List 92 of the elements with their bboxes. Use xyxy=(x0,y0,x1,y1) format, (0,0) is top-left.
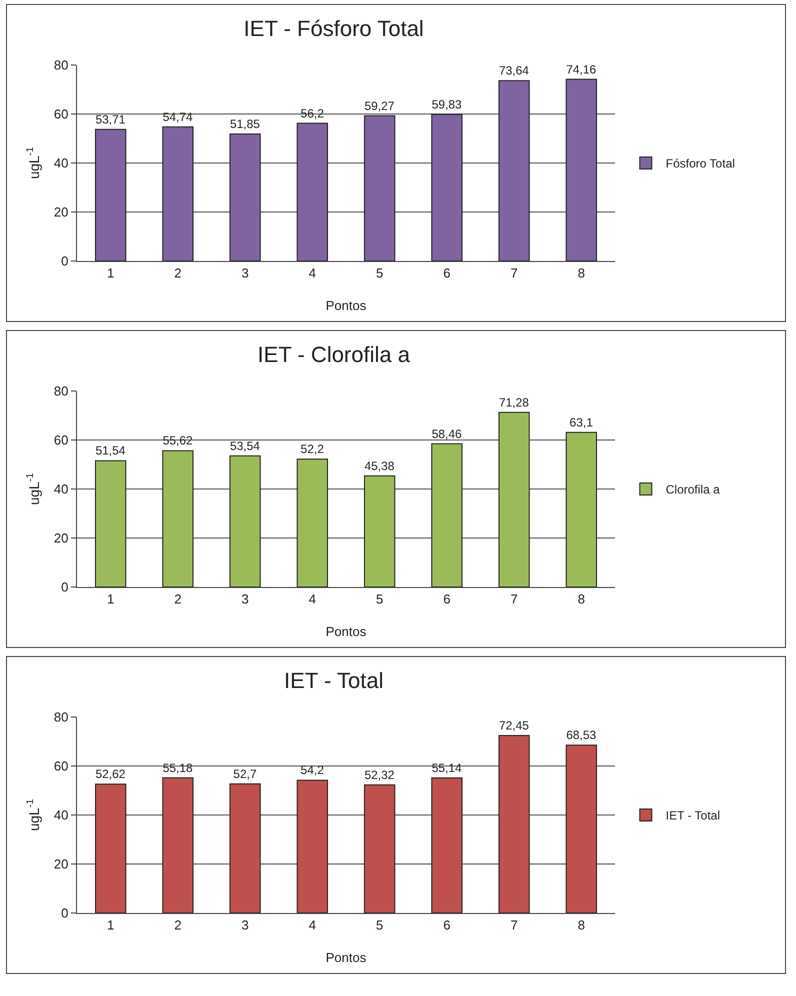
bar xyxy=(364,475,396,587)
bar xyxy=(431,777,463,913)
data-label: 58,46 xyxy=(432,426,462,441)
bar xyxy=(566,744,598,913)
data-label: 71,28 xyxy=(499,395,530,410)
x-tick-label: 5 xyxy=(376,918,384,933)
bar xyxy=(296,122,328,261)
x-tick-label: 3 xyxy=(242,918,249,933)
x-tick-label: 5 xyxy=(376,266,384,281)
bar xyxy=(162,777,194,913)
y-tick-label: 80 xyxy=(54,710,68,725)
x-axis-title: Pontos xyxy=(326,624,367,639)
x-tick-label: 2 xyxy=(174,592,182,607)
data-label: 52,32 xyxy=(364,768,395,782)
bar xyxy=(229,783,261,913)
data-label: 53,71 xyxy=(96,112,126,126)
data-label: 63,1 xyxy=(570,415,594,430)
bar xyxy=(566,78,598,261)
bar xyxy=(296,458,328,587)
x-tick-label: 7 xyxy=(510,266,518,281)
bar xyxy=(566,432,598,587)
y-tick-label: 40 xyxy=(54,482,68,497)
data-label: 54,2 xyxy=(300,763,324,778)
data-label: 59,27 xyxy=(364,98,395,113)
legend-label: Fósforo Total xyxy=(666,156,735,171)
y-tick-label: 0 xyxy=(61,906,68,921)
bar xyxy=(94,460,126,587)
x-tick-label: 8 xyxy=(578,918,585,933)
x-tick-label: 4 xyxy=(308,266,316,281)
y-tick-label: 20 xyxy=(54,204,68,220)
y-tick-label: 80 xyxy=(54,384,68,399)
legend-label: Clorofila a xyxy=(666,482,720,497)
bar xyxy=(498,80,530,261)
data-label: 59,83 xyxy=(432,97,462,112)
data-label: 52,62 xyxy=(96,767,126,782)
bar xyxy=(162,450,194,587)
x-tick-label: 8 xyxy=(578,592,585,607)
y-tick-label: 60 xyxy=(54,432,68,448)
y-tick-label: 60 xyxy=(54,106,68,122)
legend-label: IET - Total xyxy=(666,808,720,823)
y-tick-label: 80 xyxy=(54,58,68,73)
bar xyxy=(94,128,126,261)
bar xyxy=(364,784,396,913)
bar xyxy=(94,784,126,913)
x-tick-label: 7 xyxy=(510,918,518,933)
x-tick-label: 4 xyxy=(308,592,316,607)
x-tick-label: 3 xyxy=(242,266,249,281)
data-label: 73,64 xyxy=(499,64,530,78)
bar xyxy=(364,115,396,261)
chart-title: IET - Clorofila a xyxy=(258,342,411,368)
data-label: 54,74 xyxy=(162,110,194,124)
x-tick-label: 1 xyxy=(107,266,114,281)
x-axis-title: Pontos xyxy=(326,950,367,965)
bar xyxy=(498,735,530,913)
data-label: 68,53 xyxy=(566,728,597,742)
bar xyxy=(431,114,463,261)
data-label: 52,2 xyxy=(300,442,324,456)
y-tick-label: 0 xyxy=(61,254,68,269)
data-label: 74,16 xyxy=(566,62,597,76)
x-tick-label: 4 xyxy=(308,918,316,933)
y-tick-label: 0 xyxy=(61,580,68,595)
bar xyxy=(229,133,261,261)
y-tick-label: 40 xyxy=(54,156,68,171)
data-label: 51,85 xyxy=(230,116,260,131)
data-label: 53,54 xyxy=(230,438,260,453)
bar xyxy=(229,455,261,587)
y-tick-label: 60 xyxy=(54,758,68,774)
chart-title: IET - Fósforo Total xyxy=(244,16,424,42)
data-label: 45,38 xyxy=(364,458,395,473)
x-tick-label: 8 xyxy=(578,266,585,281)
chart-title: IET - Total xyxy=(284,668,384,694)
x-tick-label: 3 xyxy=(242,592,249,607)
x-tick-label: 2 xyxy=(174,266,182,281)
data-label: 51,54 xyxy=(96,444,126,458)
bar xyxy=(431,443,463,587)
x-tick-label: 5 xyxy=(376,592,384,607)
x-axis-title: Pontos xyxy=(326,298,367,313)
x-tick-label: 6 xyxy=(443,266,450,281)
x-tick-label: 7 xyxy=(510,592,518,607)
x-tick-label: 1 xyxy=(107,918,114,933)
y-tick-label: 40 xyxy=(54,808,68,823)
bar xyxy=(296,780,328,913)
bar xyxy=(498,412,530,587)
x-tick-label: 2 xyxy=(174,918,182,933)
bar xyxy=(162,126,194,261)
y-tick-label: 20 xyxy=(54,856,68,872)
data-label: 52,7 xyxy=(233,766,257,781)
y-tick-label: 20 xyxy=(54,530,68,546)
data-label: 72,45 xyxy=(499,718,530,733)
x-tick-label: 6 xyxy=(443,918,450,933)
x-tick-label: 1 xyxy=(107,592,114,607)
x-tick-label: 6 xyxy=(443,592,450,607)
